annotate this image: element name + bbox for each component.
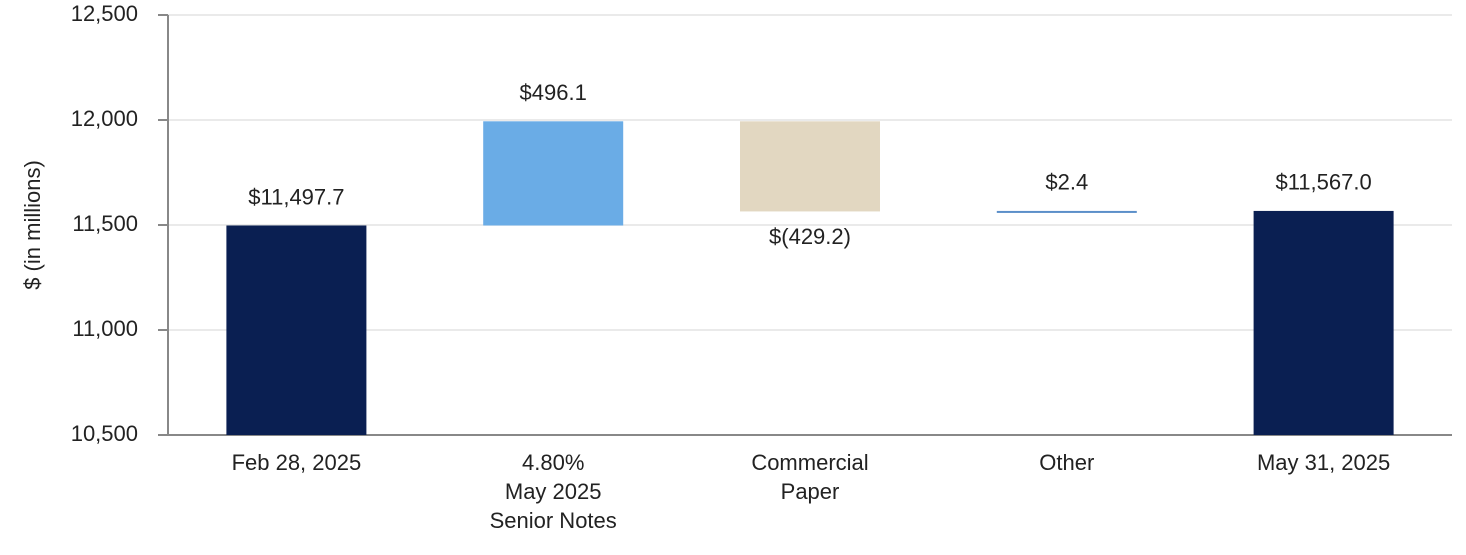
value-label: $(429.2) bbox=[769, 224, 851, 249]
bar bbox=[740, 121, 880, 212]
y-tick-label: 11,500 bbox=[72, 211, 138, 236]
x-tick-label: Feb 28, 2025 bbox=[232, 450, 362, 475]
value-label: $11,497.7 bbox=[248, 184, 344, 209]
value-label: $11,567.0 bbox=[1275, 170, 1371, 195]
value-label: $496.1 bbox=[520, 80, 587, 105]
value-label: $2.4 bbox=[1045, 170, 1088, 195]
x-tick-label: Other bbox=[1039, 450, 1094, 475]
bar bbox=[1253, 210, 1394, 435]
bar bbox=[996, 210, 1137, 213]
y-tick-label: 10,500 bbox=[71, 421, 138, 446]
bar bbox=[226, 225, 367, 435]
x-tick-label: 4.80% May 2025 Senior Notes bbox=[490, 450, 617, 533]
x-tick-label: May 31, 2025 bbox=[1257, 450, 1390, 475]
x-tick-label: Commercial Paper bbox=[751, 450, 868, 504]
y-tick-label: 11,000 bbox=[72, 316, 138, 341]
y-tick-label: 12,000 bbox=[71, 106, 138, 131]
bar bbox=[483, 121, 624, 226]
y-tick-label: 12,500 bbox=[71, 1, 138, 26]
y-axis-label: $ (in millions) bbox=[20, 160, 45, 290]
